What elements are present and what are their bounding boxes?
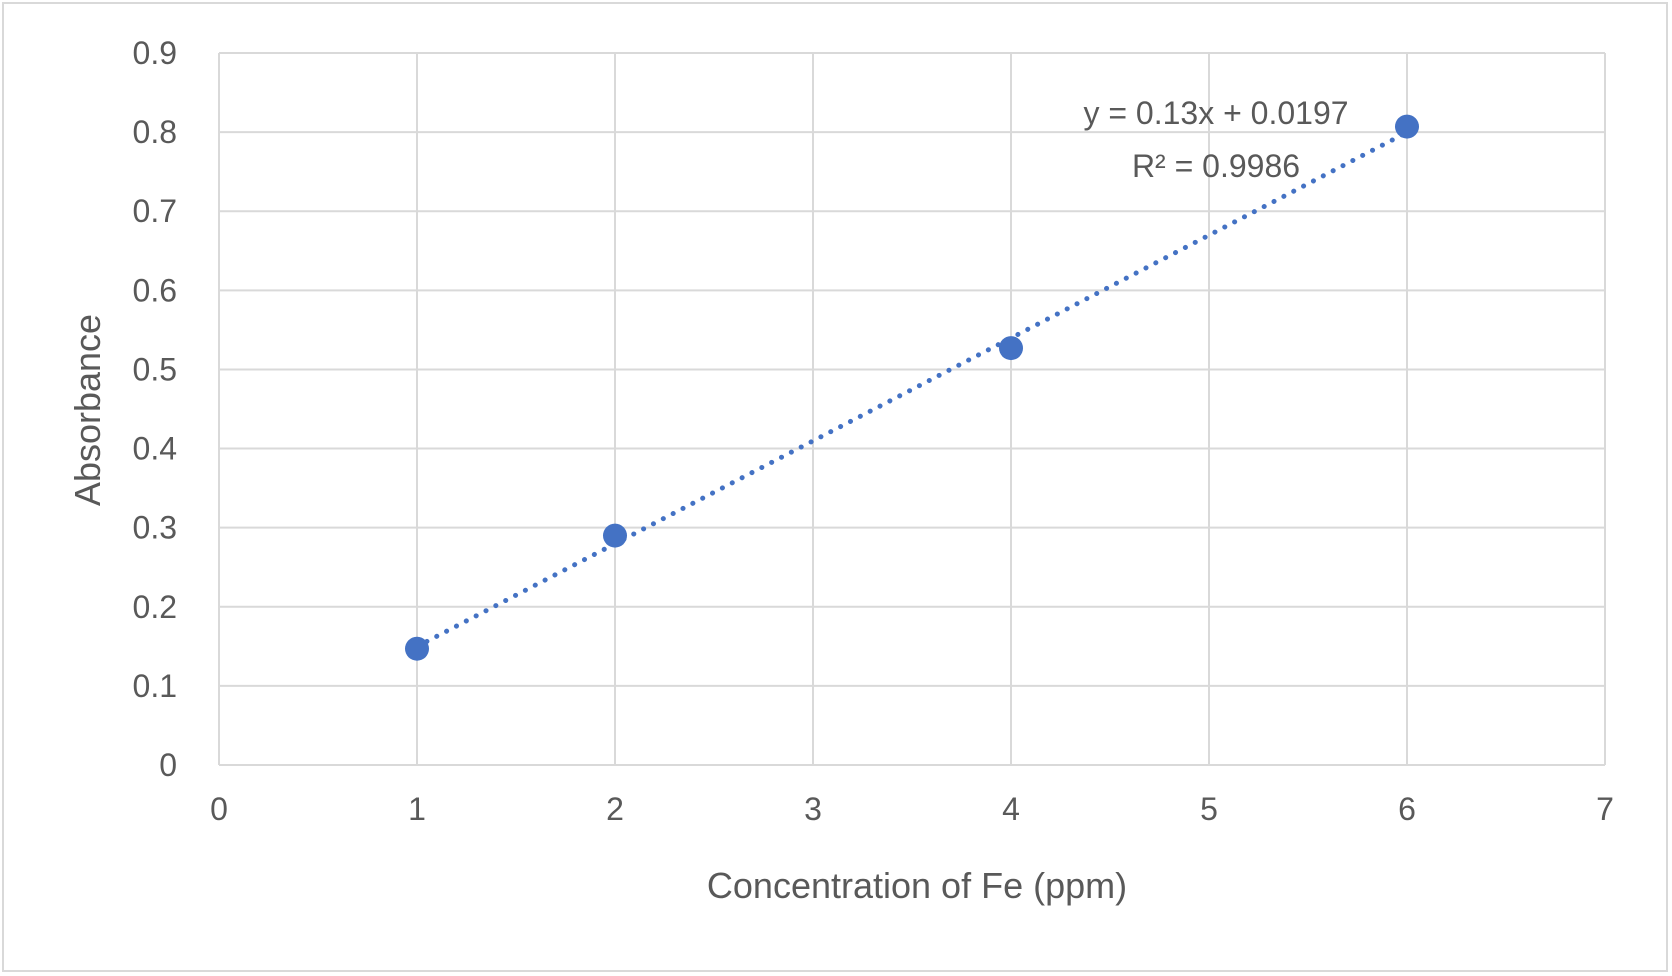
y-tick-label: 0.9 — [133, 35, 177, 71]
x-axis-title: Concentration of Fe (ppm) — [707, 865, 1127, 906]
data-points — [405, 114, 1419, 661]
trendline-r-squared: R² = 0.9986 — [1132, 148, 1300, 184]
x-tick-label: 1 — [408, 791, 426, 827]
y-axis-title: Absorbance — [67, 314, 108, 506]
y-tick-label: 0.7 — [133, 193, 177, 229]
data-point — [405, 636, 429, 661]
trendline — [414, 129, 1410, 650]
data-point — [603, 523, 627, 548]
tick-labels: 0 1 2 3 4 5 6 7 0 0.1 0.2 0.3 0.4 0.5 0.6 0.7 0.8 0.9 — [133, 35, 1614, 827]
y-tick-label: 0.6 — [133, 272, 177, 308]
trendline-equation: y = 0.13x + 0.0197 — [1083, 95, 1348, 131]
y-tick-label: 0.8 — [133, 114, 177, 150]
gridlines — [218, 52, 1606, 766]
x-tick-label: 7 — [1596, 791, 1614, 827]
trendline-path — [414, 129, 1410, 650]
y-tick-label: 0.5 — [133, 351, 177, 387]
x-tick-label: 2 — [606, 791, 624, 827]
data-point — [1395, 114, 1419, 139]
y-tick-label: 0.2 — [133, 589, 177, 625]
x-tick-label: 5 — [1200, 791, 1218, 827]
y-tick-label: 0.3 — [133, 510, 177, 546]
y-tick-label: 0.1 — [133, 668, 177, 704]
x-tick-label: 6 — [1398, 791, 1416, 827]
y-tick-label: 0.4 — [133, 431, 177, 467]
x-tick-label: 4 — [1002, 791, 1020, 827]
y-tick-label: 0 — [159, 747, 177, 783]
data-point — [999, 336, 1023, 361]
x-tick-label: 3 — [804, 791, 822, 827]
x-tick-label: 0 — [210, 791, 228, 827]
